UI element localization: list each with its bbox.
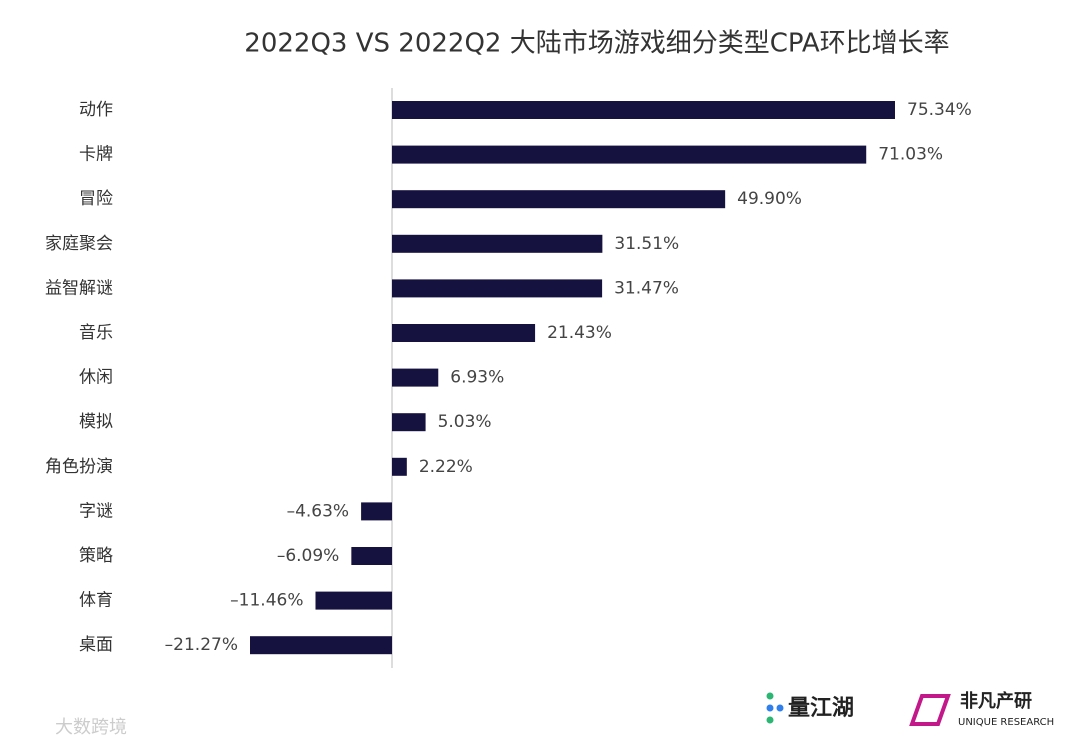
value-label: 31.47% — [614, 278, 679, 298]
category-label: 冒险 — [79, 189, 113, 209]
value-label: –6.09% — [277, 546, 340, 566]
bar — [361, 502, 393, 521]
value-label: –11.46% — [230, 591, 303, 611]
logo-dot — [776, 704, 784, 712]
logo-dot — [766, 716, 774, 724]
category-label: 休闲 — [79, 368, 113, 388]
value-label: 2.22% — [419, 457, 473, 477]
bar — [392, 234, 603, 253]
bar — [392, 457, 407, 476]
category-label: 益智解谜 — [45, 278, 113, 298]
value-label: 31.51% — [614, 234, 679, 254]
value-label: 75.34% — [907, 100, 972, 120]
category-label: 音乐 — [79, 323, 113, 343]
category-label: 体育 — [79, 591, 113, 611]
category-label: 卡牌 — [79, 145, 113, 165]
value-label: –21.27% — [165, 635, 238, 655]
logo-text: 非凡产研 — [960, 690, 1032, 712]
category-label: 家庭聚会 — [45, 234, 113, 254]
category-label: 桌面 — [79, 635, 113, 655]
bar — [392, 101, 895, 119]
category-label: 角色扮演 — [45, 457, 113, 477]
bar — [392, 145, 867, 164]
bar — [392, 190, 726, 209]
logo-left: 量江湖 — [766, 692, 854, 724]
value-label: 5.03% — [438, 412, 492, 432]
category-label: 模拟 — [79, 412, 113, 432]
logo-right: 非凡产研 UNIQUE RESEARCH — [909, 690, 1054, 728]
bar — [392, 368, 439, 387]
value-label: –4.63% — [287, 501, 350, 521]
chart-title: 2022Q3 VS 2022Q2 大陆市场游戏细分类型CPA环比增长率 — [244, 29, 949, 59]
category-label: 动作 — [79, 100, 113, 120]
bar — [392, 279, 603, 298]
logo-text: 量江湖 — [788, 696, 854, 721]
watermark: 大数跨境 — [55, 717, 127, 738]
logo-mark — [909, 694, 951, 726]
value-label: 21.43% — [547, 323, 612, 343]
logo-subtext: UNIQUE RESEARCH — [958, 717, 1054, 728]
value-label: 71.03% — [878, 145, 943, 165]
value-label: 6.93% — [450, 368, 504, 388]
logo-dot — [766, 692, 774, 700]
value-label: 49.90% — [737, 189, 802, 209]
bar — [315, 591, 393, 610]
bar — [351, 547, 393, 565]
category-label: 字谜 — [79, 501, 113, 521]
bar — [392, 413, 426, 432]
category-label: 策略 — [79, 546, 113, 566]
logo-dot — [766, 704, 774, 712]
bar — [250, 636, 393, 655]
bar — [392, 324, 536, 342]
